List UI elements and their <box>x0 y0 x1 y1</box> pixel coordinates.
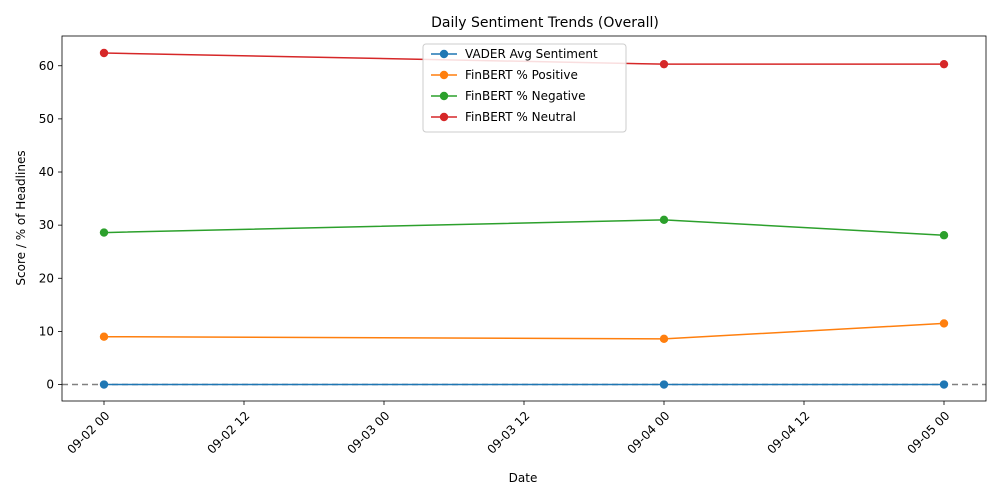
series-1-point-0 <box>99 332 109 341</box>
y-tick-label-5: 50 <box>39 112 54 126</box>
legend-marker-3 <box>439 112 449 122</box>
series-0-point-1 <box>659 380 669 389</box>
series-3-point-0 <box>99 48 109 58</box>
x-tick-label-6: 09-05 00 <box>904 409 952 457</box>
legend-label-0: VADER Avg Sentiment <box>465 47 598 61</box>
y-axis-label: Score / % of Headlines <box>14 150 28 285</box>
legend-marker-2 <box>439 91 449 101</box>
y-tick-label-2: 20 <box>39 271 54 285</box>
y-tick-label-6: 60 <box>39 59 54 73</box>
series-line-2 <box>103 219 945 236</box>
legend-marker-1 <box>439 70 449 80</box>
x-tick-label-1: 09-02 12 <box>204 409 252 457</box>
legend-box <box>422 43 627 133</box>
y-tick-label-1: 10 <box>39 324 54 338</box>
series-2-point-0 <box>99 228 109 237</box>
x-tick-label-5: 09-04 12 <box>764 409 812 457</box>
series-2-point-2 <box>939 231 949 240</box>
x-tick-label-4: 09-04 00 <box>624 409 672 457</box>
legend-label-1: FinBERT % Positive <box>465 68 578 82</box>
series-3-point-1 <box>659 59 669 69</box>
series-3-point-2 <box>939 59 949 69</box>
series-line-1 <box>103 322 945 340</box>
series-1-point-2 <box>939 319 949 328</box>
y-tick-label-3: 30 <box>39 218 54 232</box>
legend-label-2: FinBERT % Negative <box>465 89 585 103</box>
series-2-point-1 <box>659 215 669 225</box>
legend-marker-0 <box>439 49 449 59</box>
legend: VADER Avg Sentiment FinBERT % Positive Fin… <box>422 43 627 133</box>
x-tick-label-3: 09-03 12 <box>484 409 532 457</box>
y-tick-label-0: 0 <box>46 378 54 392</box>
x-tick-label-2: 09-03 00 <box>344 409 392 457</box>
series-1-point-1 <box>659 334 669 344</box>
x-tick-label-0: 09-02 00 <box>64 409 112 457</box>
y-tick-label-4: 40 <box>39 165 54 179</box>
series-0-point-0 <box>99 380 109 389</box>
series-0-point-2 <box>939 380 949 389</box>
chart-title: Daily Sentiment Trends (Overall) <box>431 15 659 31</box>
plot-area <box>62 48 986 389</box>
legend-label-3: FinBERT % Neutral <box>465 110 576 124</box>
x-axis-label: Date <box>509 471 538 485</box>
